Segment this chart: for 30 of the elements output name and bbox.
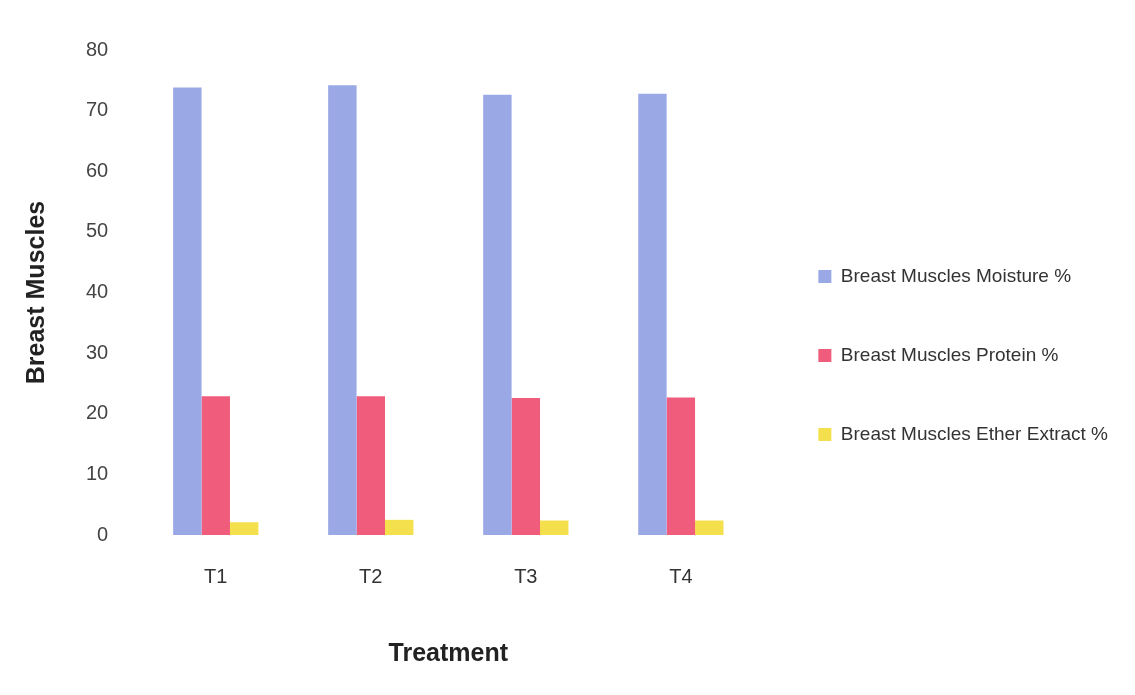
bar [229, 522, 259, 535]
bar [356, 396, 385, 535]
y-tick-label: 80 [86, 37, 109, 60]
y-axis-title: Breast Muscles [20, 200, 49, 385]
bar [385, 519, 414, 535]
y-tick-label: 40 [86, 280, 109, 303]
y-tick-label: 10 [86, 461, 109, 484]
bar [328, 85, 357, 535]
y-tick-label: 50 [86, 219, 109, 242]
bar [638, 93, 667, 535]
y-tick-label: 20 [86, 401, 109, 424]
y-tick-label: 0 [97, 522, 109, 545]
legend-label: Breast Muscles Moisture % [840, 264, 1072, 286]
bar [695, 520, 724, 535]
x-tick-label: T2 [359, 564, 383, 587]
bar [666, 397, 696, 535]
bar [511, 397, 541, 535]
y-tick-label: 30 [86, 340, 109, 363]
bar [540, 520, 569, 535]
bar [173, 87, 202, 535]
x-tick-label: T1 [204, 564, 228, 587]
legend-label: Breast Muscles Protein % [840, 343, 1059, 365]
x-axis-title: Treatment [388, 637, 509, 666]
legend-label: Breast Muscles Ether Extract % [840, 422, 1109, 444]
bar [483, 94, 512, 535]
x-tick-label: T4 [669, 564, 693, 587]
x-tick-label: T3 [514, 564, 538, 587]
y-tick-label: 60 [86, 158, 109, 181]
y-tick-label: 70 [86, 98, 109, 121]
bar [201, 396, 230, 535]
